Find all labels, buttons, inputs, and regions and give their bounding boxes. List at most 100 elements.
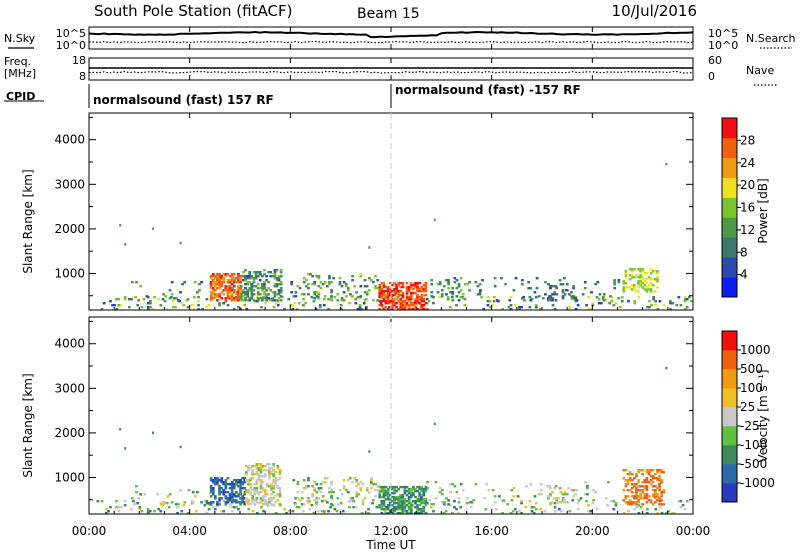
range-cell [244,283,247,286]
nave-series-line [88,70,694,74]
range-cell [447,287,450,290]
range-cell [534,508,538,511]
range-cell [405,289,409,293]
range-cell [412,291,415,295]
range-cell [391,485,394,489]
range-cell [295,308,299,311]
range-cell [537,493,541,496]
range-cell [637,469,640,472]
range-cell [382,289,386,293]
range-cell [628,499,632,502]
range-cell [391,308,394,311]
range-cell [628,489,632,492]
range-cell [624,479,628,482]
range-cell [649,282,653,285]
range-cell [633,485,636,488]
range-cell [618,306,622,309]
range-cell [216,299,219,302]
range-cell [521,279,524,282]
range-cell [273,277,277,280]
range-cell [486,304,490,307]
range-cell [245,491,248,494]
range-cell [586,493,589,496]
range-cell [543,510,546,513]
range-cell [257,477,261,480]
range-cell [244,275,247,278]
range-cell [214,508,217,511]
range-cell [397,283,400,287]
range-cell [378,495,382,499]
range-cell [412,491,415,495]
range-cell [570,295,573,298]
range-cell [549,493,552,496]
range-cell [628,503,632,506]
range-cell [397,291,400,295]
range-tick-label: 2000 [54,222,85,236]
range-cell [433,218,436,222]
range-cell [391,512,394,515]
range-cell [341,510,345,513]
range-cell [259,475,263,478]
range-cell [382,487,386,491]
range-cell [240,299,243,302]
range-cell [255,491,259,494]
range-cell [527,281,530,284]
range-cell [380,287,384,291]
range-cell [443,501,446,504]
range-cell [211,283,215,286]
range-cell [378,506,382,509]
range-cell [587,308,590,311]
range-cell [384,493,388,497]
range-cell [671,512,674,515]
range-cell [416,308,419,311]
range-cell [268,497,271,500]
range-cell [239,497,242,500]
range-cell [563,499,566,502]
range-cell [342,299,346,302]
range-cell [388,289,392,293]
range-cell [209,491,213,494]
range-cell [317,285,321,288]
range-cell [315,275,319,278]
range-cell [639,489,642,492]
range-cell [557,508,561,511]
range-cell [367,508,370,511]
range-cell [393,304,396,307]
range-cell [409,508,413,511]
colorbar-swatch [722,464,737,484]
range-cell [260,506,263,509]
range-cell [362,302,366,305]
range-cell [637,276,640,279]
range-cell [463,298,467,301]
range-cell [211,287,215,290]
range-cell [576,508,580,511]
range-cell [209,287,213,290]
range-cell [656,477,659,480]
range-cell [403,506,407,509]
range-cell [647,473,651,476]
range-cell [645,477,649,480]
range-cell [256,299,260,302]
range-cell [583,281,587,284]
range-cell [252,293,256,296]
range-cell [622,489,626,492]
range-cell [420,487,424,491]
range-cell [391,283,394,287]
range-cell [447,503,450,506]
range-cell [270,485,273,488]
range-cell [146,306,150,309]
range-cell [649,499,653,502]
range-cell [230,283,234,286]
range-cell [311,493,314,496]
range-cell [399,500,403,503]
range-cell [243,479,247,482]
range-cell [302,304,305,307]
range-cell [384,296,388,299]
range-cell [407,285,411,289]
range-cell [563,491,567,494]
range-cell [354,506,358,509]
range-cell [378,294,382,297]
range-cell [240,293,243,296]
range-cell [253,483,257,486]
